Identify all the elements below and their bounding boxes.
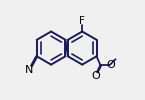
Text: F: F — [79, 16, 85, 26]
Text: O: O — [92, 71, 100, 81]
Text: O: O — [107, 60, 116, 70]
Text: N: N — [25, 65, 33, 75]
